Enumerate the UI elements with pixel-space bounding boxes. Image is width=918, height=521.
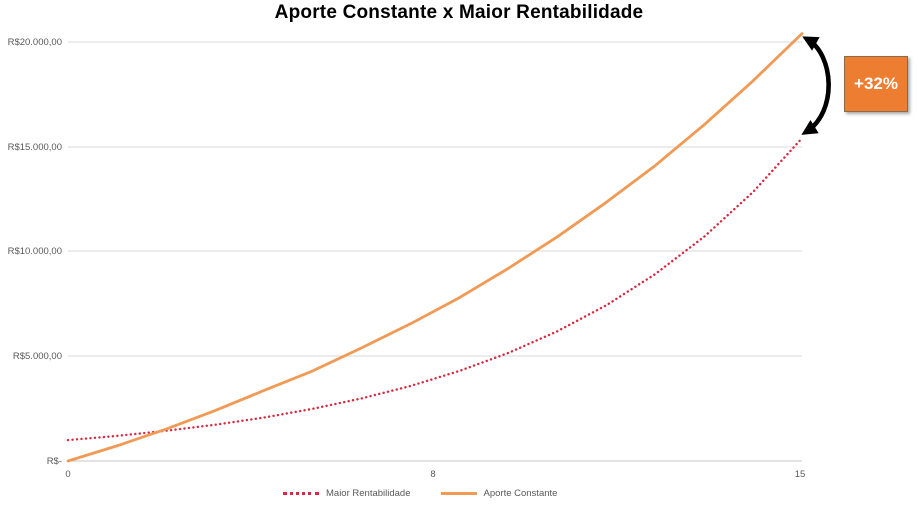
x-tick-15: 15 bbox=[795, 469, 806, 480]
chart-title: Aporte Constante x Maior Rentabilidade bbox=[274, 2, 644, 23]
y-tick-20000: R$20.000,00 bbox=[8, 37, 62, 48]
x-axis-labels: 0 8 15 bbox=[65, 469, 805, 480]
x-tick-8: 8 bbox=[430, 469, 435, 480]
series-maior-rentabilidade-line bbox=[66, 137, 804, 442]
growth-arrow bbox=[801, 36, 831, 135]
legend-item-maior-rentabilidade: Maior Rentabilidade bbox=[283, 488, 411, 499]
legend-swatch-solid-orange bbox=[440, 492, 477, 495]
y-tick-15000: R$15.000,00 bbox=[8, 142, 62, 153]
y-tick-5000: R$5.000,00 bbox=[13, 351, 62, 362]
y-tick-0: R$- bbox=[47, 456, 62, 467]
y-axis-labels: R$20.000,00 R$15.000,00 R$10.000,00 R$5.… bbox=[8, 37, 62, 467]
gridlines bbox=[68, 41, 802, 357]
annotation-box: +32% bbox=[844, 56, 908, 112]
legend: Maior Rentabilidade Aporte Constante bbox=[283, 488, 557, 499]
annotation-label: +32% bbox=[854, 74, 898, 93]
legend-label: Maior Rentabilidade bbox=[326, 488, 411, 499]
legend-label: Aporte Constante bbox=[483, 488, 558, 499]
series-aporte-constante-line bbox=[66, 32, 804, 463]
legend-item-aporte-constante: Aporte Constante bbox=[440, 488, 558, 499]
legend-swatch-dotted-red bbox=[283, 492, 319, 495]
x-tick-0: 0 bbox=[65, 469, 70, 480]
y-tick-10000: R$10.000,00 bbox=[8, 246, 62, 257]
